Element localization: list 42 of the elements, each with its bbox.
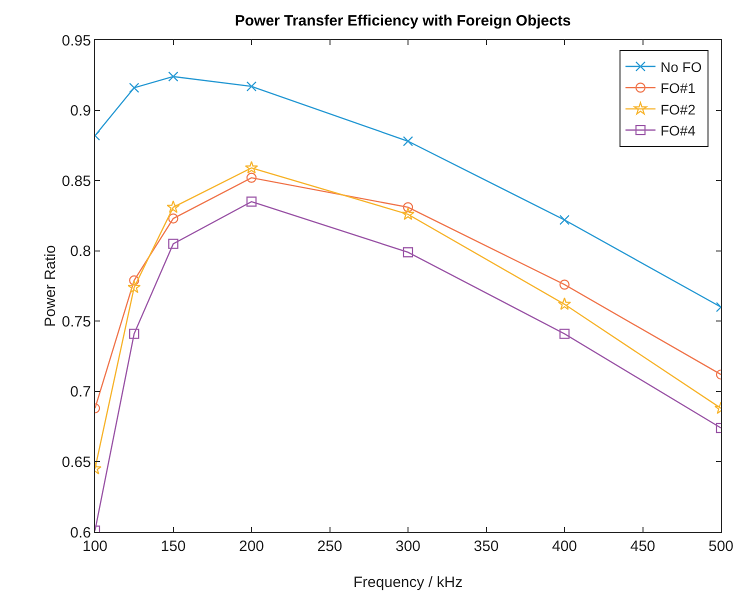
x-tick-label: 500: [708, 538, 734, 555]
legend-label: FO#1: [660, 80, 696, 96]
point: [402, 136, 414, 146]
point: [244, 161, 258, 174]
x-tick-label: 400: [552, 538, 578, 555]
y-tick-label: 0.85: [62, 172, 91, 190]
legend-label: FO#2: [660, 101, 696, 118]
point: [168, 238, 178, 249]
point: [246, 81, 257, 92]
point: [559, 328, 570, 339]
point: [129, 328, 140, 339]
point: [246, 196, 257, 207]
y-tick-label: 0.8: [70, 243, 91, 260]
y-tick-label: 0.7: [70, 384, 91, 401]
x-tick-label: 450: [630, 538, 656, 555]
point: [402, 202, 414, 212]
point: [559, 214, 570, 226]
x-tick-label: 250: [317, 538, 342, 555]
point: [129, 82, 140, 93]
point: [401, 207, 415, 220]
point: [402, 247, 414, 258]
y-tick-label: 0.9: [70, 102, 91, 120]
point: [246, 172, 257, 183]
point: [168, 71, 178, 82]
point: [128, 280, 141, 294]
x-tick-label: 300: [395, 538, 421, 555]
y-tick-label: 0.65: [62, 454, 91, 471]
y-tick-label: 0.75: [62, 313, 91, 330]
y-axis-title: Power Ratio: [42, 245, 59, 327]
y-tick-label: 0.95: [62, 32, 91, 50]
chart-title: Power Transfer Efficiency with Foreign Objects: [234, 12, 571, 30]
point: [166, 200, 180, 213]
legend-label: No FO: [660, 58, 702, 75]
x-tick-label: 350: [474, 538, 499, 555]
x-axis-title: Frequency / kHz: [353, 574, 463, 591]
point: [559, 279, 570, 290]
legend-label: FO#4: [660, 122, 696, 138]
point: [168, 213, 178, 224]
point: [129, 275, 140, 286]
x-tick-label: 200: [238, 538, 264, 555]
x-tick-label: 150: [160, 538, 186, 555]
point: [558, 297, 572, 310]
